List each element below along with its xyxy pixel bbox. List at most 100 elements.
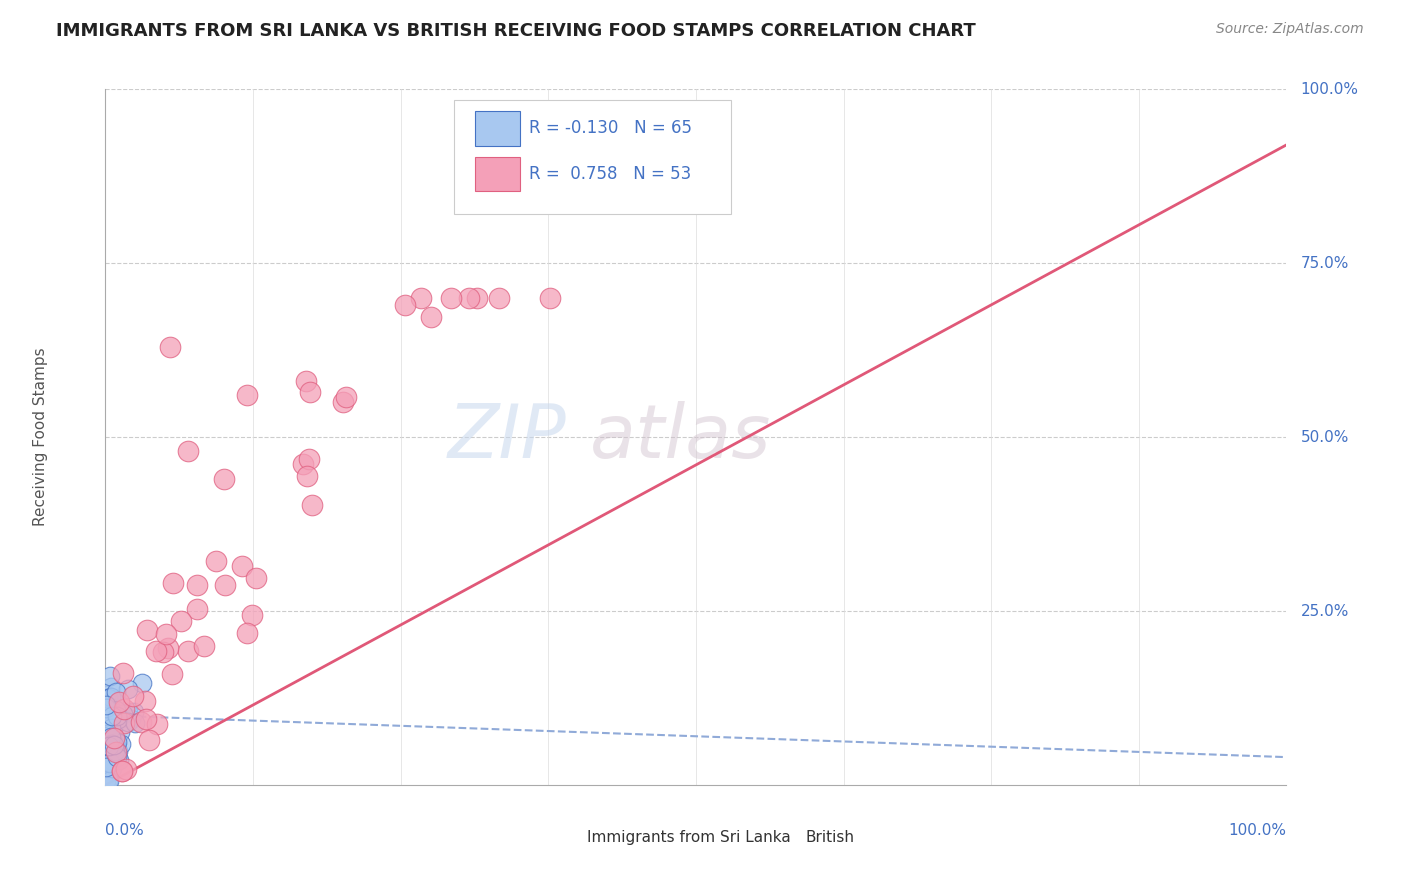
- Point: [240, 608, 263, 623]
- Point: [488, 291, 510, 305]
- Point: [295, 468, 318, 483]
- FancyBboxPatch shape: [551, 828, 583, 847]
- Point: [103, 731, 125, 746]
- Point: [97, 774, 120, 789]
- Point: [97, 691, 120, 706]
- Point: [101, 708, 124, 723]
- Point: [98, 712, 121, 726]
- Point: [94, 774, 117, 789]
- Point: [159, 340, 181, 354]
- Point: [94, 715, 117, 730]
- Point: [458, 291, 481, 305]
- Point: [97, 741, 120, 756]
- Point: [100, 721, 122, 735]
- Point: [117, 714, 139, 729]
- Point: [104, 738, 127, 752]
- Point: [186, 578, 208, 592]
- Point: [538, 291, 561, 305]
- Point: [104, 745, 127, 759]
- Point: [160, 667, 183, 681]
- Point: [193, 639, 215, 653]
- Point: [177, 444, 200, 458]
- Point: [122, 706, 145, 720]
- Text: Receiving Food Stamps: Receiving Food Stamps: [32, 348, 48, 526]
- Point: [97, 732, 120, 747]
- Point: [98, 759, 121, 773]
- Point: [157, 641, 180, 656]
- Point: [98, 669, 121, 683]
- Point: [107, 735, 129, 749]
- Point: [97, 739, 120, 754]
- Point: [124, 716, 146, 731]
- Point: [103, 693, 125, 707]
- Point: [96, 701, 118, 715]
- Point: [177, 643, 200, 657]
- Point: [170, 614, 193, 628]
- Text: IMMIGRANTS FROM SRI LANKA VS BRITISH RECEIVING FOOD STAMPS CORRELATION CHART: IMMIGRANTS FROM SRI LANKA VS BRITISH REC…: [56, 22, 976, 40]
- Text: 100.0%: 100.0%: [1301, 82, 1358, 96]
- Point: [94, 698, 117, 713]
- Point: [440, 291, 463, 305]
- Point: [117, 682, 139, 697]
- Point: [214, 578, 236, 592]
- Point: [394, 298, 416, 312]
- Point: [101, 730, 124, 744]
- Text: 100.0%: 100.0%: [1229, 823, 1286, 838]
- FancyBboxPatch shape: [769, 828, 803, 847]
- Point: [98, 755, 121, 769]
- Point: [295, 375, 318, 389]
- Point: [146, 716, 169, 731]
- Point: [105, 709, 128, 723]
- Point: [409, 291, 432, 305]
- Point: [105, 684, 128, 698]
- Point: [107, 712, 129, 726]
- Point: [111, 764, 134, 778]
- Text: Source: ZipAtlas.com: Source: ZipAtlas.com: [1216, 22, 1364, 37]
- Point: [105, 749, 128, 764]
- Point: [96, 688, 118, 702]
- Point: [112, 702, 135, 716]
- Point: [245, 571, 267, 585]
- Point: [101, 736, 124, 750]
- Point: [108, 753, 131, 767]
- Point: [111, 666, 134, 681]
- Text: 75.0%: 75.0%: [1301, 256, 1348, 270]
- Point: [100, 690, 122, 705]
- Point: [131, 675, 153, 690]
- Point: [236, 626, 259, 640]
- Point: [101, 705, 124, 719]
- Text: Immigrants from Sri Lanka: Immigrants from Sri Lanka: [588, 830, 792, 846]
- Point: [100, 716, 122, 731]
- Text: R = -0.130   N = 65: R = -0.130 N = 65: [530, 120, 692, 137]
- Point: [204, 554, 226, 568]
- Point: [138, 733, 160, 747]
- Point: [104, 744, 127, 758]
- Point: [104, 703, 127, 717]
- Text: British: British: [806, 830, 855, 846]
- Point: [100, 680, 122, 694]
- Point: [122, 689, 145, 703]
- Point: [110, 737, 132, 751]
- Point: [97, 704, 120, 718]
- Text: 50.0%: 50.0%: [1301, 430, 1348, 444]
- Point: [301, 498, 323, 512]
- Point: [332, 394, 354, 409]
- Point: [107, 709, 129, 723]
- Point: [419, 310, 441, 324]
- Point: [101, 754, 124, 768]
- Point: [100, 733, 122, 747]
- Point: [292, 457, 315, 471]
- Point: [107, 743, 129, 757]
- Point: [97, 758, 120, 772]
- Point: [120, 713, 142, 727]
- Point: [98, 774, 121, 789]
- Point: [96, 723, 118, 738]
- Point: [100, 730, 122, 744]
- Point: [134, 694, 156, 708]
- Point: [101, 743, 124, 757]
- Point: [100, 756, 122, 771]
- Text: R =  0.758   N = 53: R = 0.758 N = 53: [530, 165, 692, 183]
- Point: [115, 762, 138, 776]
- FancyBboxPatch shape: [475, 157, 520, 192]
- Point: [136, 623, 159, 637]
